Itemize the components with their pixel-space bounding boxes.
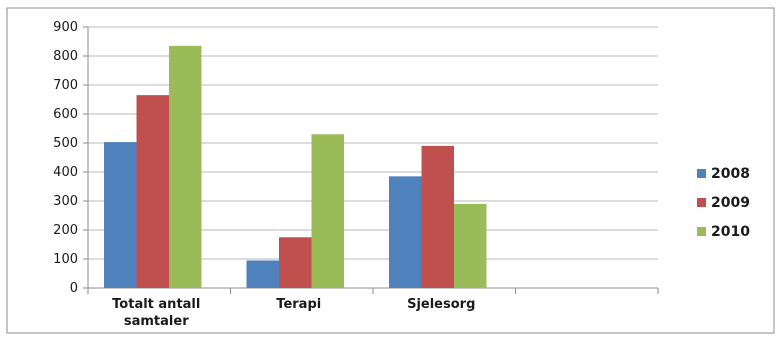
bars <box>104 45 487 289</box>
category-labels: Totalt antall samtaler Terapi Sjelesorg <box>112 297 475 329</box>
y-tick-label: 0 <box>70 281 78 296</box>
y-tick-label: 900 <box>53 20 78 35</box>
bar-2008-2 <box>389 176 422 288</box>
category-label: Terapi <box>276 297 321 312</box>
category-label: Sjelesorg <box>407 297 475 312</box>
bar-2008-0 <box>104 142 137 288</box>
bar-2009-2 <box>421 145 454 288</box>
category-label: Totalt antall <box>112 297 200 312</box>
bar-2010-1 <box>311 134 344 288</box>
y-tick-label: 400 <box>53 165 78 180</box>
bar-2009-1 <box>279 237 312 288</box>
y-tick-label: 700 <box>53 78 78 93</box>
y-tick-label: 500 <box>53 136 78 151</box>
y-tick-label: 800 <box>53 49 78 64</box>
category-label: samtaler <box>124 314 189 329</box>
bar-2010-0 <box>169 45 202 288</box>
bar-2010-2 <box>454 203 487 288</box>
legend-swatch-2009 <box>697 198 706 207</box>
legend-swatch-2008 <box>697 169 706 178</box>
legend-label-2008: 2008 <box>711 166 750 182</box>
y-tick-label: 300 <box>53 194 78 209</box>
legend-swatch-2010 <box>697 227 706 236</box>
y-tick-label: 600 <box>53 107 78 122</box>
legend: 2008 2009 2010 <box>697 166 750 240</box>
legend-label-2010: 2010 <box>711 224 750 240</box>
bar-2008-1 <box>246 260 279 288</box>
bar-2009-0 <box>136 95 169 289</box>
y-tick-label: 200 <box>53 223 78 238</box>
legend-label-2009: 2009 <box>711 195 750 211</box>
y-tick-label: 100 <box>53 252 78 267</box>
y-tick-labels: 0 100 200 300 400 500 600 700 800 900 <box>53 20 78 296</box>
